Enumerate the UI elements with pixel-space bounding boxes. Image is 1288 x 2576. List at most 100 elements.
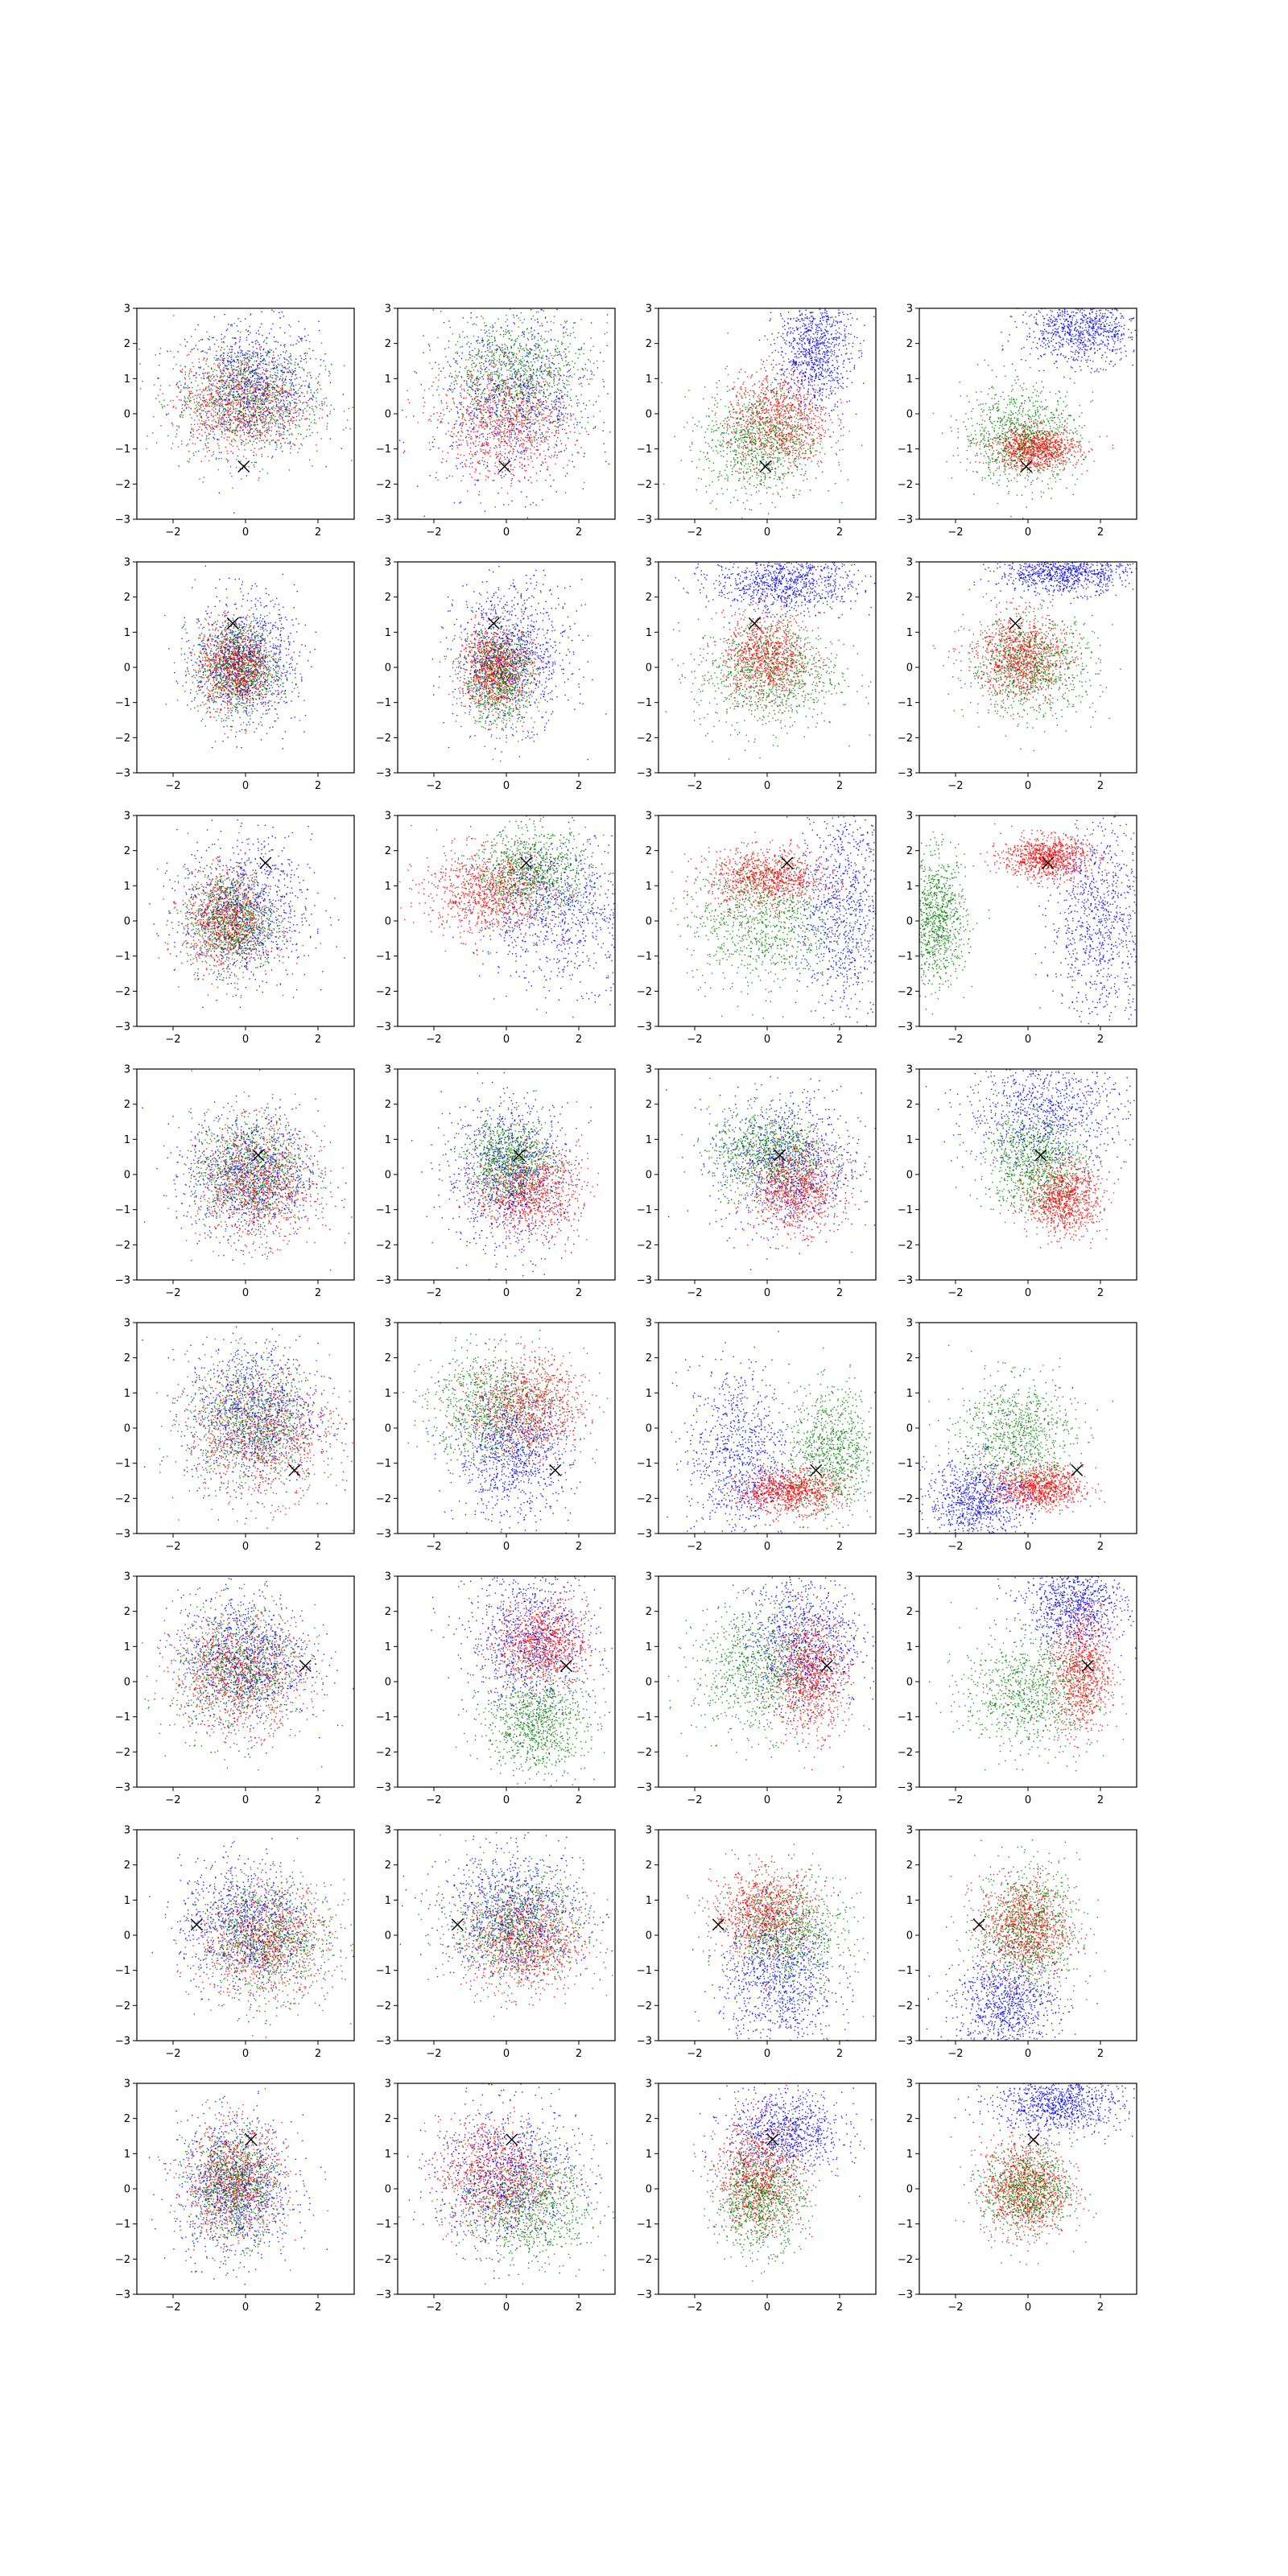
point-green (208, 419, 209, 420)
point-blue (251, 421, 252, 422)
point-blue (505, 384, 506, 385)
point-blue (307, 418, 308, 419)
point-green (320, 365, 321, 366)
point-red (164, 406, 165, 407)
point-green (256, 427, 257, 428)
point-green (508, 392, 509, 393)
point-green (499, 356, 500, 357)
point-green (259, 385, 260, 386)
point-red (244, 420, 245, 421)
point-red (500, 384, 501, 385)
point-blue (508, 386, 509, 387)
point-red (474, 416, 475, 417)
point-blue (257, 385, 258, 386)
point-green (486, 304, 487, 305)
point-red (480, 502, 481, 503)
point-red (532, 393, 533, 394)
point-green (167, 405, 168, 406)
point-red (463, 422, 464, 423)
point-blue (275, 443, 276, 444)
point-red (181, 411, 182, 412)
point-green (153, 416, 154, 417)
point-green (282, 379, 283, 380)
point-blue (521, 451, 522, 452)
point-blue (222, 386, 223, 387)
point-blue (187, 341, 188, 342)
point-blue (509, 459, 510, 460)
point-blue (283, 393, 284, 394)
point-red (256, 437, 257, 438)
x-tick-label: 0 (242, 526, 249, 539)
point-blue (288, 324, 289, 325)
point-blue (219, 411, 220, 412)
point-green (229, 391, 230, 392)
point-blue (521, 407, 522, 408)
point-green (567, 394, 568, 395)
point-red (291, 434, 292, 435)
point-green (267, 408, 268, 409)
point-red (186, 445, 187, 446)
point-green (471, 396, 472, 397)
point-blue (280, 423, 281, 424)
point-blue (542, 434, 543, 435)
point-green (274, 396, 275, 397)
point-blue (529, 440, 530, 441)
point-blue (448, 320, 449, 321)
point-blue (262, 440, 263, 441)
point-red (508, 382, 509, 383)
point-blue (632, 377, 633, 378)
point-green (197, 385, 198, 386)
point-red (236, 405, 237, 406)
point-red (244, 407, 245, 408)
point-green (210, 434, 211, 435)
point-blue (474, 412, 475, 413)
point-green (168, 413, 169, 414)
point-green (524, 368, 525, 369)
point-blue (516, 428, 517, 429)
point-red (447, 395, 448, 396)
point-green (248, 398, 249, 399)
point-blue (471, 412, 472, 413)
point-green (529, 351, 530, 352)
point-red (225, 394, 226, 395)
point-green (283, 434, 284, 435)
point-red (258, 344, 259, 345)
point-blue (255, 356, 256, 357)
point-red (173, 315, 174, 316)
point-red (451, 431, 452, 432)
point-red (470, 354, 471, 355)
point-red (203, 400, 204, 401)
point-red (198, 429, 199, 430)
point-green (476, 385, 477, 386)
point-red (538, 401, 539, 402)
point-red (467, 443, 468, 444)
point-red (461, 389, 462, 390)
point-red (551, 455, 552, 456)
point-green (244, 449, 245, 450)
point-blue (258, 393, 259, 394)
point-green (450, 327, 451, 328)
point-blue (511, 352, 512, 353)
point-blue (484, 461, 485, 462)
point-blue (467, 430, 468, 431)
point-blue (497, 385, 498, 386)
point-red (546, 406, 547, 407)
point-blue (184, 339, 185, 340)
point-green (197, 437, 198, 438)
point-red (539, 444, 540, 445)
point-green (226, 422, 227, 423)
point-red (503, 390, 504, 391)
point-blue (246, 340, 247, 341)
point-green (467, 370, 468, 371)
point-red (262, 386, 263, 387)
point-green (219, 408, 220, 409)
point-blue (260, 398, 261, 399)
point-blue (212, 337, 213, 338)
point-red (458, 458, 459, 459)
point-blue (272, 408, 273, 409)
point-green (253, 351, 254, 352)
point-green (159, 401, 160, 402)
point-blue (557, 419, 558, 420)
point-blue (252, 433, 253, 434)
point-blue (551, 401, 552, 402)
